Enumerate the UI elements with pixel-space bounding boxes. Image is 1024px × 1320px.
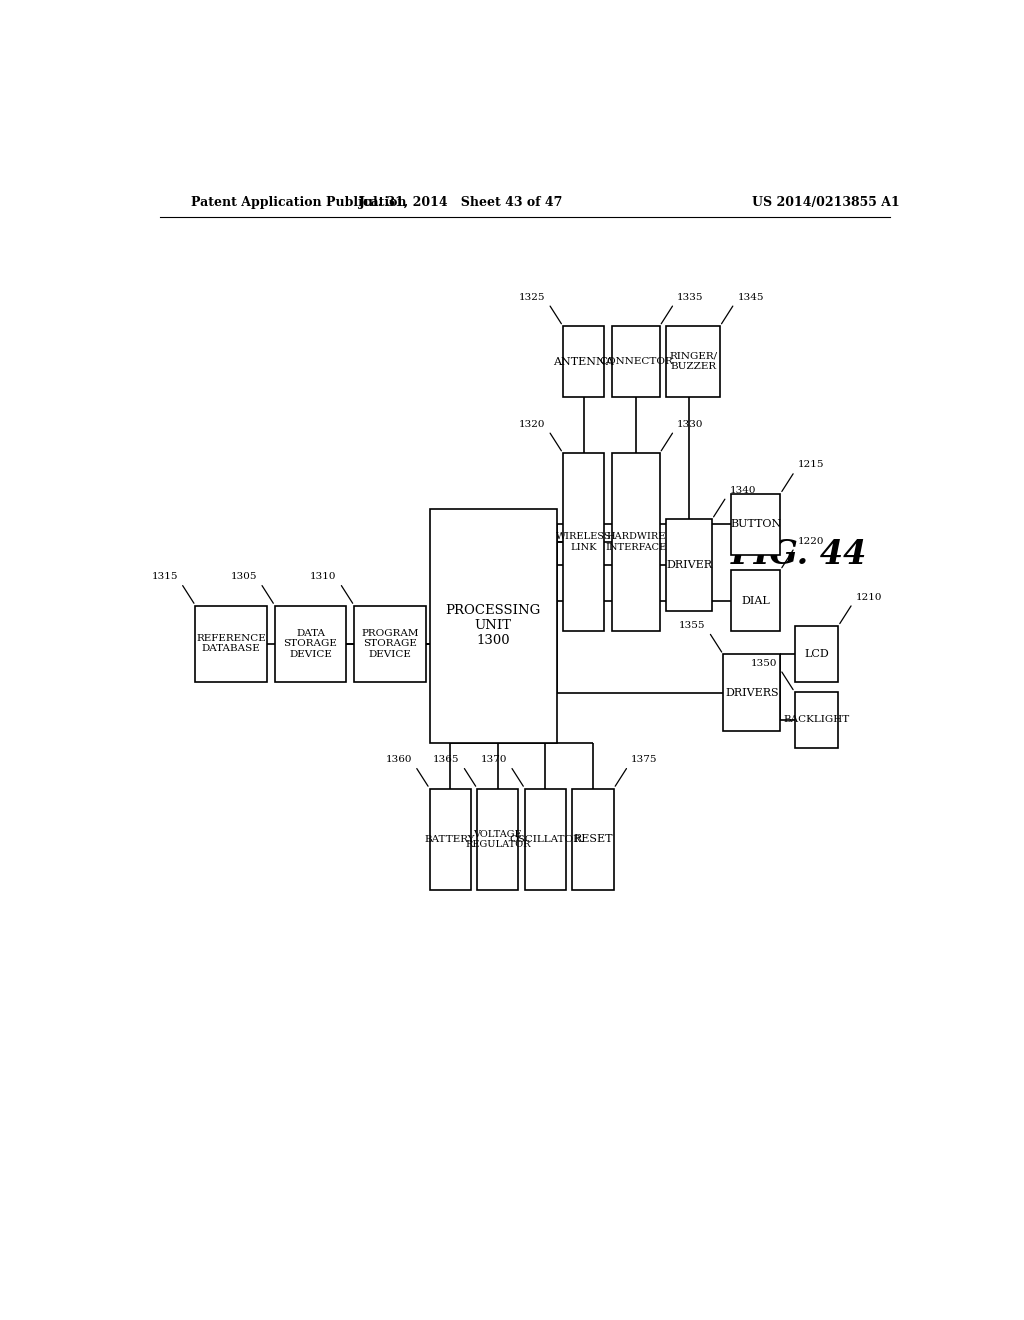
Text: 1330: 1330 bbox=[677, 420, 703, 429]
Text: ANTENNA: ANTENNA bbox=[553, 356, 614, 367]
Bar bbox=[723, 655, 780, 731]
Text: CONNECTOR: CONNECTOR bbox=[599, 358, 673, 366]
Text: REFERENCE
DATABASE: REFERENCE DATABASE bbox=[197, 634, 266, 653]
Text: WIRELESS
LINK: WIRELESS LINK bbox=[556, 532, 611, 552]
Text: 1320: 1320 bbox=[519, 420, 546, 429]
Bar bbox=[524, 788, 566, 890]
Bar bbox=[795, 692, 839, 748]
Bar bbox=[563, 326, 604, 397]
Text: 1350: 1350 bbox=[751, 659, 777, 668]
Text: DRIVER: DRIVER bbox=[666, 560, 712, 570]
Bar bbox=[430, 510, 557, 743]
Text: 1310: 1310 bbox=[310, 573, 337, 581]
Bar bbox=[731, 570, 780, 631]
Text: BATTERY: BATTERY bbox=[425, 834, 475, 843]
Text: 1345: 1345 bbox=[737, 293, 764, 302]
Text: VOLTAGE
REGULATOR: VOLTAGE REGULATOR bbox=[465, 830, 530, 849]
Text: 1365: 1365 bbox=[433, 755, 460, 764]
Bar bbox=[274, 606, 346, 682]
Text: DATA
STORAGE
DEVICE: DATA STORAGE DEVICE bbox=[284, 628, 338, 659]
Text: 1340: 1340 bbox=[729, 486, 756, 495]
Text: Jul. 31, 2014   Sheet 43 of 47: Jul. 31, 2014 Sheet 43 of 47 bbox=[359, 195, 563, 209]
Text: OSCILLATOR: OSCILLATOR bbox=[510, 834, 582, 843]
Text: 1210: 1210 bbox=[856, 593, 883, 602]
Bar bbox=[354, 606, 426, 682]
Bar bbox=[563, 453, 604, 631]
Text: BUTTON: BUTTON bbox=[730, 519, 781, 529]
Bar bbox=[612, 453, 659, 631]
Bar bbox=[731, 494, 780, 554]
Text: 1325: 1325 bbox=[519, 293, 546, 302]
Bar bbox=[196, 606, 267, 682]
Text: 1370: 1370 bbox=[481, 755, 507, 764]
Text: PROGRAM
STORAGE
DEVICE: PROGRAM STORAGE DEVICE bbox=[361, 628, 419, 659]
Bar bbox=[572, 788, 613, 890]
Text: 1220: 1220 bbox=[798, 537, 824, 545]
Text: 1355: 1355 bbox=[679, 620, 706, 630]
Text: 1305: 1305 bbox=[230, 573, 257, 581]
Text: HARDWIRE
INTERFACE: HARDWIRE INTERFACE bbox=[605, 532, 667, 552]
Bar bbox=[612, 326, 659, 397]
Text: PROCESSING
UNIT
1300: PROCESSING UNIT 1300 bbox=[445, 605, 541, 647]
Text: DRIVERS: DRIVERS bbox=[725, 688, 778, 697]
Text: US 2014/0213855 A1: US 2014/0213855 A1 bbox=[753, 195, 900, 209]
Text: 1215: 1215 bbox=[798, 461, 824, 470]
Bar bbox=[666, 519, 712, 611]
Text: 1360: 1360 bbox=[386, 755, 412, 764]
Text: LCD: LCD bbox=[804, 649, 828, 659]
Text: 1315: 1315 bbox=[152, 573, 178, 581]
Text: FIG. 44: FIG. 44 bbox=[730, 539, 866, 572]
Text: RINGER/
BUZZER: RINGER/ BUZZER bbox=[669, 352, 717, 371]
Text: RESET: RESET bbox=[573, 834, 612, 845]
Text: BACKLIGHT: BACKLIGHT bbox=[783, 715, 850, 725]
Text: Patent Application Publication: Patent Application Publication bbox=[191, 195, 407, 209]
Bar bbox=[795, 626, 839, 682]
Text: 1375: 1375 bbox=[631, 755, 657, 764]
Text: DIAL: DIAL bbox=[741, 595, 770, 606]
Bar bbox=[477, 788, 518, 890]
Bar bbox=[666, 326, 720, 397]
Bar bbox=[430, 788, 471, 890]
Text: 1335: 1335 bbox=[677, 293, 703, 302]
